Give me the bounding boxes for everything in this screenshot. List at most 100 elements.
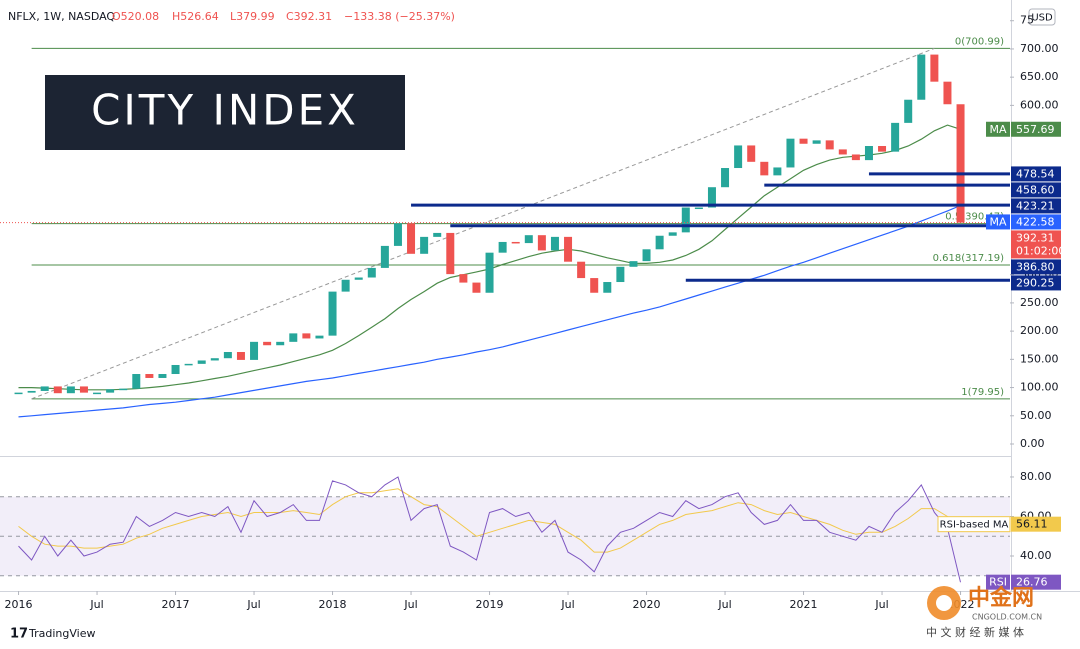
rsi-line [18,488,961,553]
candle [393,223,402,246]
price-tag-value: 392.31 [1016,231,1055,244]
candle [250,341,259,360]
fib-label: 0.618(317.19) [933,253,1005,264]
moving-average [18,204,961,418]
candle [315,335,324,339]
candle [917,54,926,100]
price-tag-value: 458.60 [1016,183,1055,196]
fib-label: 0.5(390.47) [945,212,1004,223]
watermark: 中金网 CNGOLD.COM.CN 中 文 财 经 新 媒 体 [926,585,1042,639]
price-tag-value: 386.80 [1016,260,1055,273]
candle [119,388,128,391]
candle [197,360,206,364]
high: H526.64 [172,10,219,23]
logo-box [45,75,405,150]
tag-name: MA [989,215,1006,228]
candle [210,358,219,361]
price-tag [1011,214,1061,230]
candle [943,81,952,105]
candle [760,161,769,176]
x-tick-label: 2016 [5,598,33,611]
candle [524,235,533,244]
tag-name-box [986,121,1010,137]
rsi-tag-name: RSI [989,576,1007,589]
price-tag-value: 290.25 [1016,276,1055,289]
candle [420,236,429,254]
candle [367,267,376,278]
candle [302,333,311,339]
candle [878,146,887,152]
fib-label: 0(700.99) [955,36,1004,47]
candle [577,261,586,279]
candle [66,386,75,394]
countdown: 01:02:00 [1016,244,1065,257]
price-tag [1011,198,1061,214]
candle [498,241,507,253]
candle [53,386,62,394]
candle [668,232,677,236]
y-tick-label: 650.00 [1020,70,1059,83]
watermark-slogan: 中 文 财 经 新 媒 体 [926,625,1024,639]
candle [289,333,298,342]
y-tick-label: 75 [1020,14,1034,27]
candle [276,341,285,346]
trend-line [31,47,935,400]
candle [864,146,873,161]
candle [184,363,193,366]
rsi-tag-value: 56.11 [1016,518,1048,531]
price-tag-value: 557.69 [1016,123,1055,136]
price-tag [1011,166,1061,182]
low: L379.99 [230,10,275,23]
candle [694,207,703,210]
candle [838,149,847,155]
candle [79,386,88,393]
footer-brand: TradingView [28,627,95,640]
rsi-tag [1011,574,1061,590]
open: O520.08 [112,10,159,23]
candle [171,364,180,375]
candle [223,352,232,359]
header: NFLX, 1W, NASDAQ O520.08 H526.64 L379.99… [8,10,455,23]
candle [263,341,272,346]
currency[interactable]: USD [1031,13,1053,24]
symbol: NFLX, 1W, NASDAQ [8,10,115,23]
candle [930,54,939,82]
candle [158,374,167,378]
y-tick-label: 200.00 [1020,324,1059,337]
x-tick-label: 2020 [633,598,661,611]
candle [904,99,913,123]
candle [956,104,965,223]
candle [629,261,638,267]
candle [472,282,481,293]
price-tag-value: 422.58 [1016,215,1055,228]
x-tick-label: 2021 [790,598,818,611]
watermark-name: 中金网 [968,585,1034,611]
candle [891,122,900,152]
candle [380,245,389,268]
candle [354,277,363,280]
x-tick-label: Jul [717,598,731,611]
candle [773,167,782,176]
candle [590,278,599,293]
candle [328,291,337,336]
candle [485,252,494,293]
candle [681,207,690,233]
footer: 17 TradingView [10,627,95,642]
close: C392.31 [286,10,332,23]
footer-icon: 17 [10,627,28,642]
candle [236,352,245,360]
fib-label: 1(79.95) [961,387,1004,398]
candle [132,374,141,389]
y-tick-label: 150.00 [1020,352,1059,365]
price-tag [1011,230,1061,259]
candle [734,145,743,169]
tag-name: MA [989,123,1006,136]
currency-box[interactable] [1028,8,1056,26]
watermark-site: CNGOLD.COM.CN [972,613,1042,622]
candle [27,390,36,393]
y-tick-label: 40.00 [1020,549,1052,562]
candle [106,389,115,393]
x-tick-label: Jul [874,598,888,611]
candle [747,145,756,162]
